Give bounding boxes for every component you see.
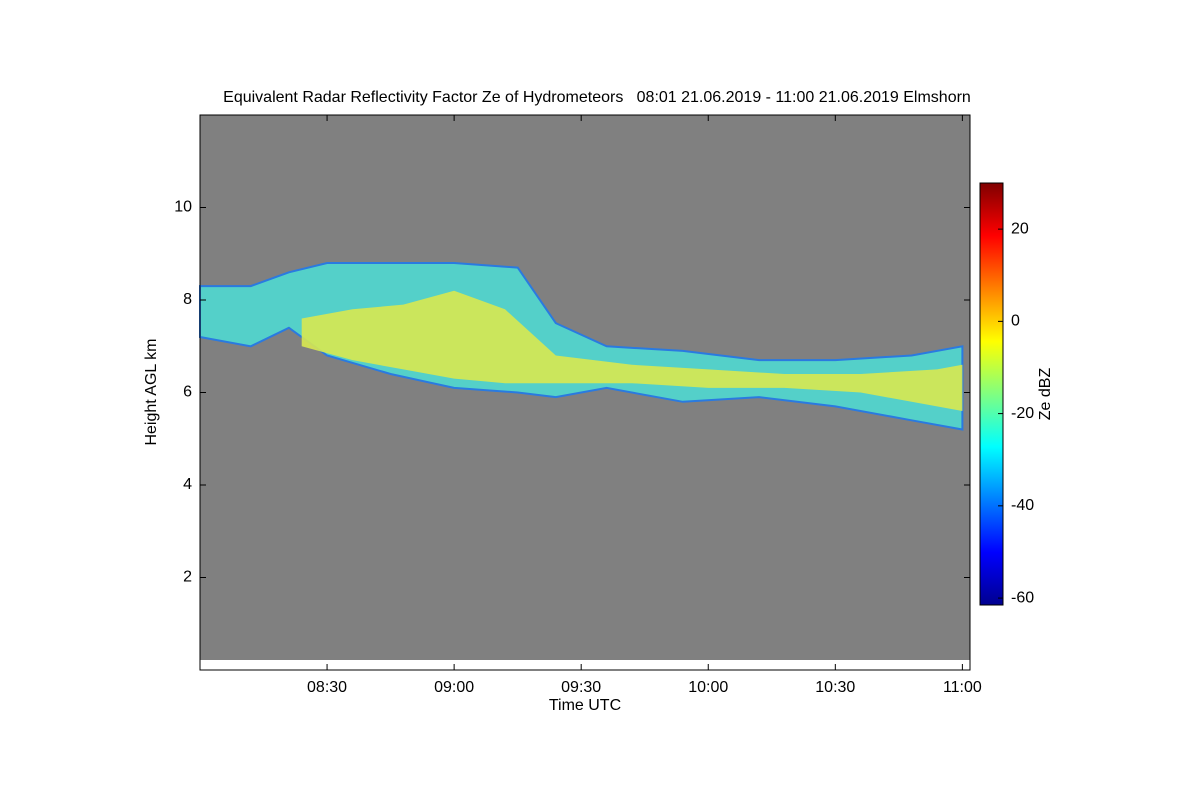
- y-tick-label: 10: [174, 199, 192, 216]
- y-tick-label: 8: [183, 291, 192, 308]
- x-axis-label: Time UTC: [549, 697, 621, 714]
- y-axis-label: Height AGL km: [143, 338, 160, 445]
- colorbar-tick-label: -40: [1011, 497, 1034, 514]
- x-tick-label: 08:30: [307, 679, 347, 696]
- x-tick-label: 11:00: [943, 679, 982, 696]
- colorbar-label: Ze dBZ: [1037, 368, 1054, 421]
- colorbar-tick-label: -60: [1011, 589, 1034, 606]
- x-tick-label: 09:00: [434, 679, 474, 696]
- y-tick-label: 4: [183, 476, 192, 493]
- no-data-strip: [200, 660, 970, 670]
- colorbar-tick-label: 20: [1011, 220, 1029, 237]
- chart-title: Equivalent Radar Reflectivity Factor Ze …: [223, 89, 971, 106]
- reflectivity-layer: [301, 290, 963, 411]
- x-tick-label: 10:30: [815, 679, 855, 696]
- x-tick-label: 10:00: [688, 679, 728, 696]
- y-tick-label: 6: [183, 384, 192, 401]
- x-tick-label: 09:30: [561, 679, 601, 696]
- colorbar: [979, 182, 1004, 606]
- colorbar-tick-label: -20: [1011, 405, 1034, 422]
- y-tick-label: 2: [183, 569, 192, 586]
- colorbar-tick-label: 0: [1011, 313, 1020, 330]
